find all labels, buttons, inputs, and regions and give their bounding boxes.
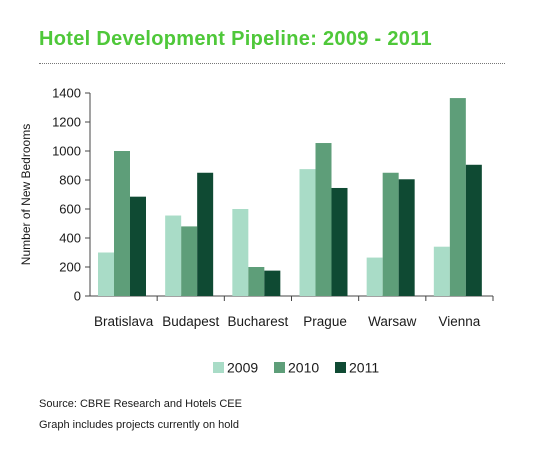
bar <box>398 179 415 296</box>
y-tick-label: 1000 <box>52 144 81 159</box>
legend-swatch <box>335 362 346 373</box>
legend-swatch <box>213 362 224 373</box>
y-tick-label: 200 <box>59 260 81 275</box>
y-tick-label: 400 <box>59 231 81 246</box>
bar <box>299 169 316 296</box>
x-tick-label: Prague <box>303 314 347 329</box>
bar <box>449 98 466 296</box>
x-tick-label: Bucharest <box>228 314 289 329</box>
legend-label: 2011 <box>349 360 379 376</box>
x-tick-label: Bratislava <box>94 314 154 329</box>
bar <box>248 267 265 296</box>
chart-title: Hotel Development Pipeline: 2009 - 2011 <box>39 28 432 50</box>
x-tick-label: Vienna <box>439 314 481 329</box>
x-tick-label: Warsaw <box>368 314 417 329</box>
y-tick-label: 800 <box>59 173 81 188</box>
bar <box>181 226 198 296</box>
bar <box>197 172 214 296</box>
y-tick-label: 0 <box>74 289 81 304</box>
bar <box>114 151 130 296</box>
bar <box>98 252 114 296</box>
y-tick-label: 1400 <box>52 86 81 101</box>
bar <box>366 257 383 296</box>
bar <box>315 143 332 296</box>
legend-label: 2010 <box>288 360 319 376</box>
title-divider <box>39 63 505 64</box>
x-tick-label: Budapest <box>162 314 219 329</box>
bar <box>264 270 281 296</box>
y-axis-label: Number of New Bedrooms <box>19 124 33 265</box>
source-note: Source: CBRE Research and Hotels CEE <box>39 398 242 410</box>
legend-label: 2009 <box>227 360 258 376</box>
bar <box>433 246 450 296</box>
hold-note: Graph includes projects currently on hol… <box>39 419 239 431</box>
y-tick-label: 1200 <box>52 115 81 130</box>
bar <box>130 196 146 296</box>
y-tick-label: 600 <box>59 202 81 217</box>
bar-chart: 0 200 400 600 800 1000 1200 1400 Number of New B… <box>19 86 494 376</box>
bar <box>331 187 348 296</box>
bar <box>465 164 482 296</box>
legend-swatch <box>274 362 285 373</box>
bar <box>382 172 399 296</box>
bar <box>165 215 182 296</box>
bar <box>232 209 249 296</box>
